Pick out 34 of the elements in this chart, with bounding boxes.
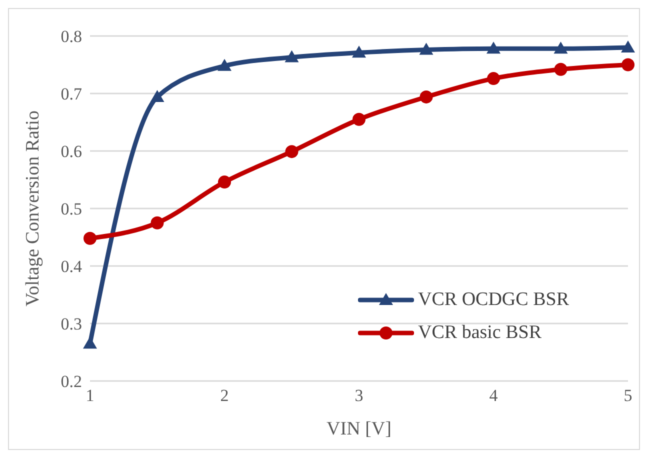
point xyxy=(218,176,231,189)
y-tick-label: 0.5 xyxy=(60,200,82,219)
point xyxy=(621,40,635,52)
point xyxy=(622,58,634,72)
legend-label: VCR basic BSR xyxy=(418,322,542,344)
point xyxy=(554,42,568,54)
y-tick-label: 0.2 xyxy=(60,372,82,392)
x-tick-label: 1 xyxy=(86,386,94,406)
point xyxy=(150,216,164,230)
y-axis-title: Voltage Conversion Ratio xyxy=(22,110,44,306)
y-tick-label: 0.6 xyxy=(60,142,82,162)
y-tick-label: 0.3 xyxy=(60,314,82,334)
x-tick-label: 5 xyxy=(624,386,632,406)
point xyxy=(285,145,298,158)
point xyxy=(352,112,366,126)
y-tick-label: 0.8 xyxy=(60,27,82,46)
point xyxy=(352,46,366,58)
y-tick-label: 0.4 xyxy=(60,257,82,276)
y-tick-label: 0.7 xyxy=(60,84,82,104)
point xyxy=(486,42,500,54)
point xyxy=(83,336,97,349)
point xyxy=(150,90,164,102)
point xyxy=(419,42,434,55)
point xyxy=(487,72,500,86)
x-tick-label: 2 xyxy=(220,386,229,406)
legend-label: VCR OCDGC BSR xyxy=(418,288,569,310)
point xyxy=(218,58,232,71)
point xyxy=(420,90,433,104)
point xyxy=(284,50,299,62)
x-tick-label: 4 xyxy=(489,386,498,406)
x-axis-title: VIN [V] xyxy=(326,418,392,440)
point xyxy=(554,62,568,76)
point xyxy=(84,232,96,245)
x-tick-label: 3 xyxy=(354,386,364,406)
